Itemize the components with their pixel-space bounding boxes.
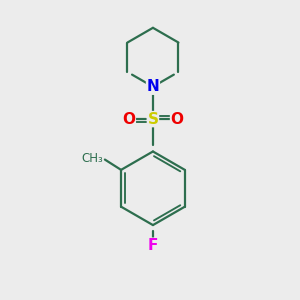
Text: N: N xyxy=(147,79,159,94)
Text: O: O xyxy=(171,112,184,127)
Text: CH₃: CH₃ xyxy=(82,152,104,165)
Text: O: O xyxy=(122,112,135,127)
Text: S: S xyxy=(147,112,158,127)
Text: F: F xyxy=(148,238,158,253)
